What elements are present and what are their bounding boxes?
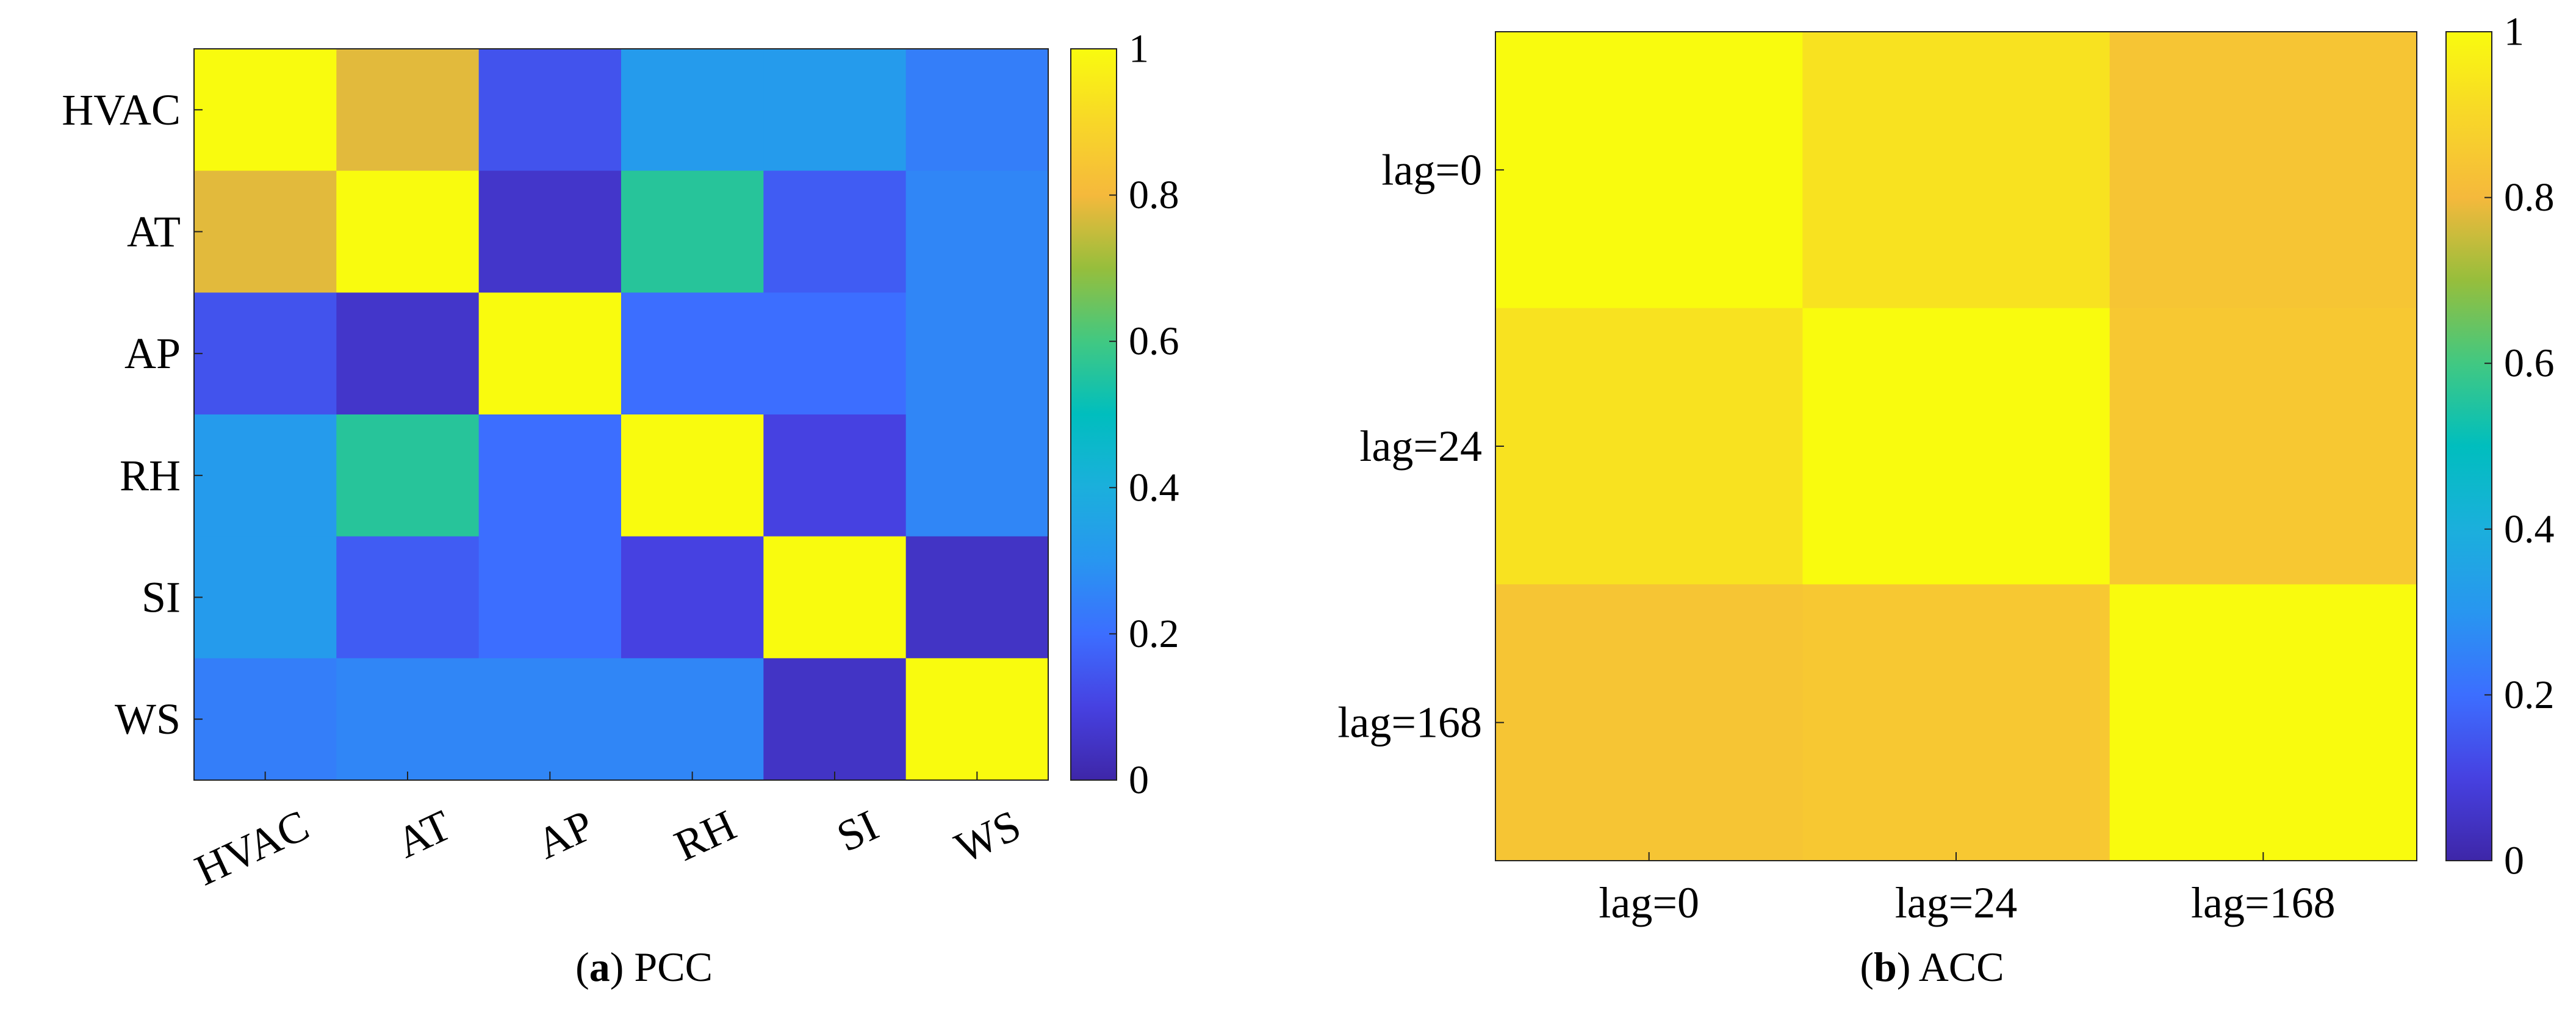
pcc-y-tick-label-rh: RH xyxy=(120,451,181,500)
pcc-cell-ws-ws xyxy=(905,658,1049,781)
pcc-cell-ws-rh xyxy=(621,658,764,781)
acc-x-tick-label-lag-168: lag=168 xyxy=(2191,878,2336,927)
pcc-cell-si-si xyxy=(763,536,907,659)
pcc-y-tick-label-ws: WS xyxy=(115,695,181,743)
acc-cell-lag-168-lag-0 xyxy=(1495,584,1803,861)
pcc-cell-hvac-ws xyxy=(905,49,1049,172)
pcc-caption: (a) PCC xyxy=(575,944,713,990)
pcc-cell-hvac-rh xyxy=(621,49,764,172)
acc-cell-lag-0-lag-24 xyxy=(1802,32,2110,309)
pcc-cell-at-ap xyxy=(478,170,622,293)
pcc-colorbar-label-0-6: 0.6 xyxy=(1129,319,1179,364)
pcc-cell-hvac-si xyxy=(763,49,907,172)
pcc-cell-at-hvac xyxy=(194,170,337,293)
pcc-cell-at-rh xyxy=(621,170,764,293)
acc-cell-lag-24-lag-0 xyxy=(1495,308,1803,585)
acc-cell-lag-0-lag-168 xyxy=(2109,32,2417,309)
pcc-x-tick-label-at: AT xyxy=(389,800,459,867)
pcc-x-tick-label-rh: RH xyxy=(667,800,743,870)
pcc-x-tick-label-ws: WS xyxy=(948,800,1028,872)
pcc-caption-letter: a xyxy=(589,944,610,990)
acc-heatmap-chart: lag=0 lag=24 lag=168 lag=0 lag=24 lag=168 0 0.2… xyxy=(1337,10,2555,928)
pcc-cell-hvac-at xyxy=(336,49,480,172)
pcc-cell-rh-rh xyxy=(621,414,764,537)
acc-cell-lag-0-lag-0 xyxy=(1495,32,1803,309)
acc-y-tick-label-lag-24: lag=24 xyxy=(1359,422,1482,471)
acc-colorbar-label-0-8: 0.8 xyxy=(2504,175,2555,220)
pcc-cell-rh-hvac xyxy=(194,414,337,537)
acc-colorbar-gradient xyxy=(2445,31,2492,861)
acc-colorbar-label-0-2: 0.2 xyxy=(2504,673,2555,717)
pcc-cell-ws-si xyxy=(763,658,907,781)
acc-caption: (b) ACC xyxy=(1860,944,2004,990)
pcc-cell-ap-si xyxy=(763,292,907,415)
pcc-cell-si-rh xyxy=(621,536,764,659)
pcc-cell-at-ws xyxy=(905,170,1049,293)
pcc-cell-si-ap xyxy=(478,536,622,659)
acc-x-tick-label-lag-24: lag=24 xyxy=(1895,878,2018,927)
pcc-cell-si-hvac xyxy=(194,536,337,659)
pcc-y-tick-label-hvac: HVAC xyxy=(62,85,181,134)
pcc-cell-ap-at xyxy=(336,292,480,415)
acc-panel: lag=0 lag=24 lag=168 lag=0 lag=24 lag=168 0 0.2… xyxy=(1288,0,2576,1009)
pcc-cell-ap-ws xyxy=(905,292,1049,415)
pcc-cell-ws-hvac xyxy=(194,658,337,781)
pcc-cell-ap-ap xyxy=(478,292,622,415)
pcc-cell-rh-ws xyxy=(905,414,1049,537)
acc-y-tick-label-lag-168: lag=168 xyxy=(1337,698,1482,747)
pcc-cell-ws-ap xyxy=(478,658,622,781)
pcc-caption-text: PCC xyxy=(634,944,713,990)
pcc-colorbar: 0 0.2 0.4 0.6 0.8 1 xyxy=(1070,27,1179,803)
acc-cell-lag-24-lag-168 xyxy=(2109,308,2417,585)
pcc-cell-si-at xyxy=(336,536,480,659)
acc-cell-lag-168-lag-168 xyxy=(2109,584,2417,861)
acc-caption-text: ACC xyxy=(1918,944,2004,990)
acc-colorbar-label-0: 0 xyxy=(2504,839,2524,883)
pcc-cell-ap-rh xyxy=(621,292,764,415)
pcc-plot-frame xyxy=(193,48,1049,781)
pcc-cell-at-at xyxy=(336,170,480,293)
pcc-heatmap-chart: HVAC AT AP RH SI WS HVAC AT AP RH SI WS 0 0.2 0.4 0.6 0.… xyxy=(62,27,1179,895)
pcc-cell-ap-hvac xyxy=(194,292,337,415)
acc-cell-lag-24-lag-24 xyxy=(1802,308,2110,585)
acc-x-tick-label-lag-0: lag=0 xyxy=(1599,878,1699,927)
pcc-cell-si-ws xyxy=(905,536,1049,659)
pcc-y-tick-label-ap: AP xyxy=(124,329,181,378)
acc-cell-lag-168-lag-24 xyxy=(1802,584,2110,861)
pcc-cell-rh-at xyxy=(336,414,480,537)
pcc-cell-hvac-ap xyxy=(478,49,622,172)
pcc-y-tick-label-at: AT xyxy=(127,208,181,256)
acc-colorbar-label-1: 1 xyxy=(2504,10,2524,54)
pcc-cell-rh-ap xyxy=(478,414,622,537)
pcc-colorbar-label-0-8: 0.8 xyxy=(1129,173,1179,217)
pcc-colorbar-label-0-2: 0.2 xyxy=(1129,612,1179,656)
pcc-colorbar-label-0-4: 0.4 xyxy=(1129,465,1179,510)
pcc-cell-hvac-hvac xyxy=(194,49,337,172)
pcc-y-tick-label-si: SI xyxy=(142,573,181,622)
acc-colorbar-label-0-4: 0.4 xyxy=(2504,507,2555,551)
pcc-colorbar-label-1: 1 xyxy=(1129,27,1149,71)
pcc-colorbar-gradient xyxy=(1070,48,1117,781)
pcc-cell-rh-si xyxy=(763,414,907,537)
pcc-panel: HVAC AT AP RH SI WS HVAC AT AP RH SI WS 0 0.2 0.4 0.6 0.… xyxy=(62,27,1179,991)
pcc-colorbar-label-0: 0 xyxy=(1129,758,1149,803)
pcc-x-tick-label-si: SI xyxy=(830,800,886,861)
acc-caption-letter: b xyxy=(1874,944,1897,990)
pcc-cell-ws-at xyxy=(336,658,480,781)
pcc-x-tick-label-hvac: HVAC xyxy=(188,800,316,895)
acc-colorbar: 0 0.2 0.4 0.6 0.8 1 xyxy=(2445,10,2555,883)
pcc-cell-at-si xyxy=(763,170,907,293)
pcc-x-tick-label-ap: AP xyxy=(530,800,601,868)
acc-colorbar-label-0-6: 0.6 xyxy=(2504,341,2555,386)
acc-y-tick-label-lag-0: lag=0 xyxy=(1381,145,1482,194)
